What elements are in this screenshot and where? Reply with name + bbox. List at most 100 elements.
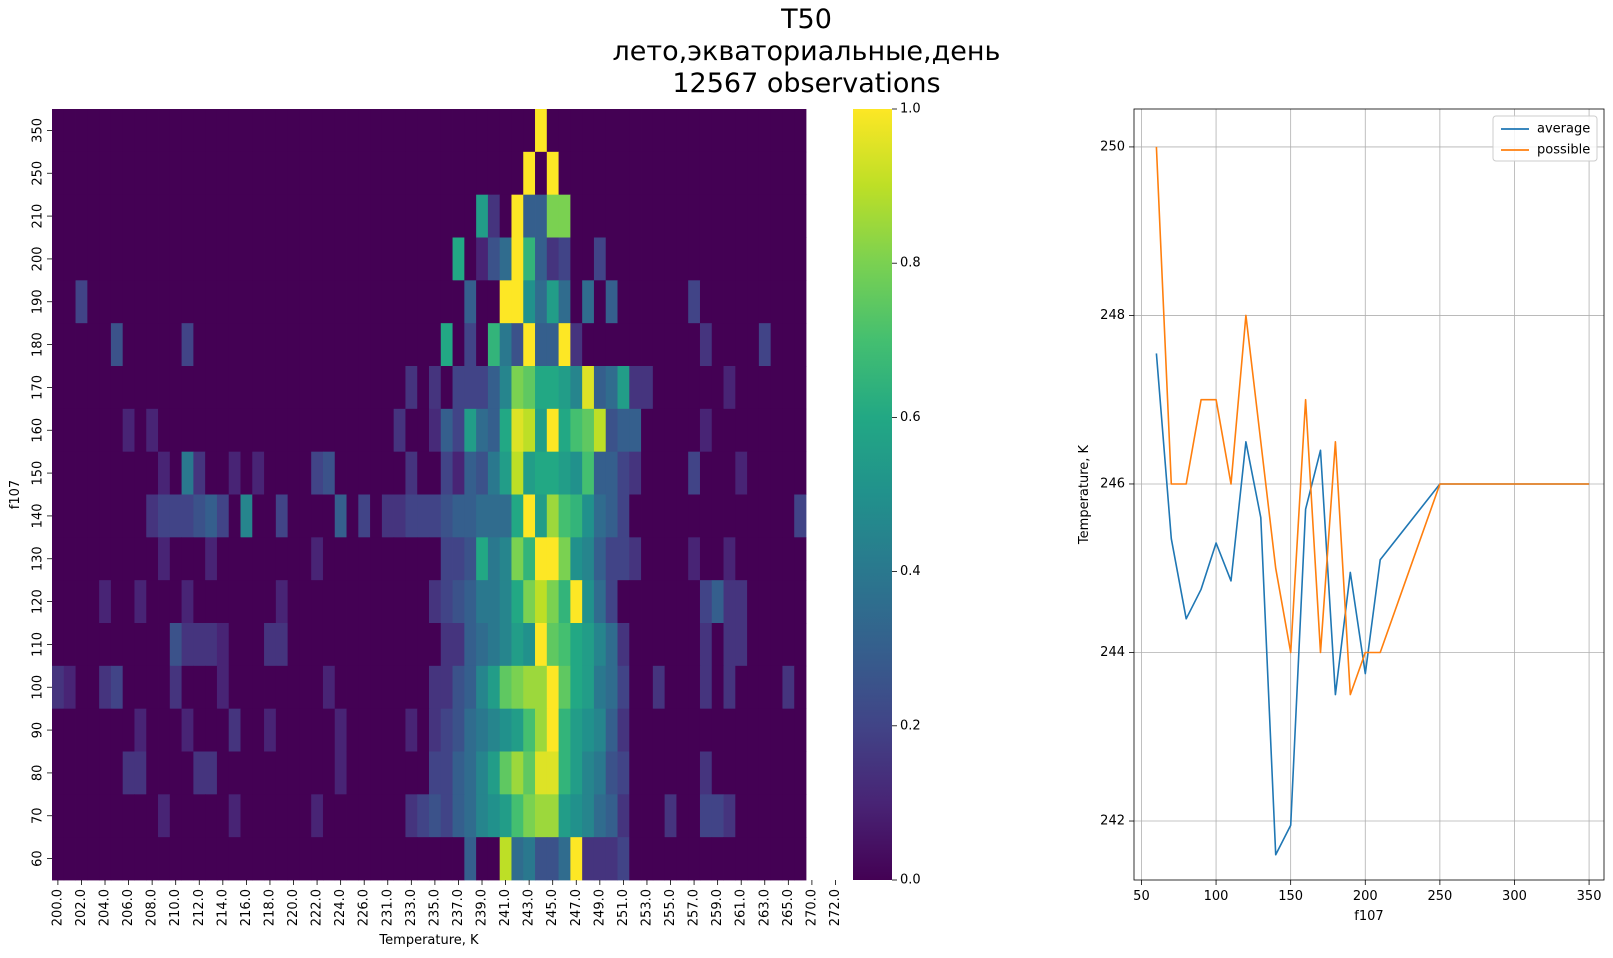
heatmap-cell [240,237,253,281]
y-tick-label: 80 [31,765,46,782]
heatmap-cell [664,580,677,624]
heatmap-cell [275,151,289,196]
heatmap-cell [358,280,371,324]
heatmap-cell [617,194,630,238]
heatmap-cell [641,580,654,624]
heatmap-cell [782,837,795,881]
heatmap-cell [711,580,724,624]
heatmap-cell [275,408,289,453]
heatmap-cell [193,794,206,838]
heatmap-cell [605,194,618,238]
heatmap-cell [358,837,371,881]
heatmap-cell [699,708,713,752]
line-chart: 50 100 150 200 250 300 350 242 244 246 248 250 f107 T… [1077,108,1605,924]
heatmap-cell [570,366,583,410]
heatmap-cell [629,580,642,624]
heatmap-cell [158,323,171,367]
heatmap-cell [605,366,618,410]
heatmap-cell [794,708,807,752]
heatmap-cell [311,708,324,752]
heatmap-cell [523,751,536,795]
heatmap-cell [758,280,772,324]
heatmap-cell [205,366,218,410]
heatmap-cell [134,237,147,281]
heatmap-cell [252,109,265,153]
heatmap-cell [358,580,371,624]
heatmap-cell [747,366,760,410]
heatmap-cell [629,194,642,238]
heatmap-cell [75,623,88,667]
heatmap-cell [146,323,159,367]
heatmap-cell [464,665,477,710]
heatmap-cell [334,580,347,624]
heatmap-cell [275,109,289,153]
heatmap-cell [110,451,124,495]
heatmap-cell [405,580,418,624]
heatmap-cell [52,323,65,367]
heatmap-cell [252,323,265,367]
heatmap-cell [770,537,783,581]
heatmap-cell [299,494,312,538]
heatmap-cell [641,408,654,453]
heatmap-cell [346,837,359,881]
heatmap-cell [699,623,713,667]
heatmap-cell [664,408,677,453]
heatmap-cell [723,623,736,667]
heatmap-cell [605,580,618,624]
heatmap-cell [464,537,477,581]
heatmap-cell [87,323,100,367]
heatmap-cell [110,580,124,624]
heatmap-cell [393,751,406,795]
heatmap-cell [63,323,76,367]
colorbar-tick-label: 0.4 [900,564,921,579]
heatmap-cell [782,237,795,281]
heatmap-cell [429,323,442,367]
heatmap-cell [169,494,182,538]
heatmap-cell [464,494,477,538]
heatmap-cell [240,623,253,667]
heatmap-cell [264,323,277,367]
heatmap-cell [582,623,595,667]
heatmap-cell [287,623,300,667]
heatmap-cell [228,237,241,281]
heatmap-cell [452,708,465,752]
heatmap-cell [252,665,265,710]
colorbar: 0.0 0.2 0.4 0.6 0.8 1.0 [853,102,921,888]
heatmap-cell [770,280,783,324]
heatmap-cell [652,708,666,752]
heatmap-cell [711,751,724,795]
heatmap-cell [617,451,630,495]
heatmap-cell [181,708,194,752]
heatmap-cell [110,109,124,153]
heatmap-cell [63,237,76,281]
heatmap-cell [535,708,548,752]
heatmap-cell [405,794,418,838]
heatmap-cell [275,366,289,410]
heatmap-cell [699,366,713,410]
heatmap-cell [240,366,253,410]
heatmap-cell [794,451,807,495]
heatmap-cell [688,751,701,795]
heatmap-cell [440,194,453,238]
heatmap-cell [381,794,395,838]
heatmap-cell [593,151,607,196]
heatmap-cell [711,623,724,667]
heatmap-cell [605,537,618,581]
heatmap-cell [158,451,171,495]
heatmap-cell [617,109,630,153]
heatmap-cell [370,665,383,710]
heatmap-cell [770,151,783,196]
heatmap-cell [322,623,336,667]
heatmap-cell [487,194,501,238]
heatmap-cell [546,537,559,581]
heatmap-cell [205,794,218,838]
heatmap-cell [122,194,135,238]
heatmap-cell [593,280,607,324]
heatmap-cell [370,708,383,752]
heatmap-cell [381,151,395,196]
heatmap-cell [299,237,312,281]
heatmap-cell [629,451,642,495]
heatmap-cell [63,366,76,410]
heatmap-cell [193,708,206,752]
heatmap-cell [134,708,147,752]
